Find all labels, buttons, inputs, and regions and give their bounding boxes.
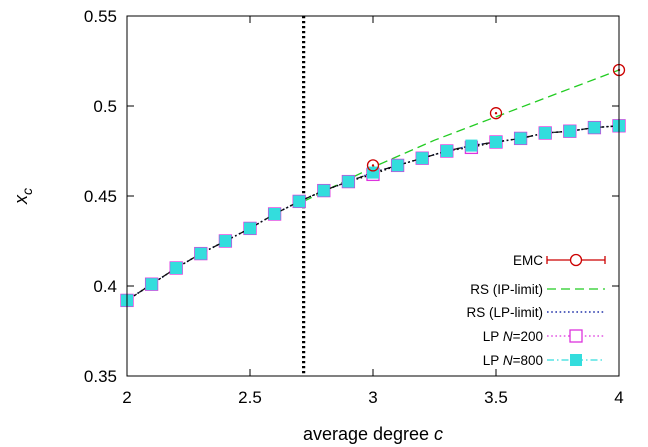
lp-n800-point xyxy=(490,136,502,148)
legend-item-rs-ip-limit: RS (IP-limit) xyxy=(470,282,605,297)
lp-n800-point xyxy=(268,208,281,220)
y-axis-label: xc xyxy=(11,188,35,205)
series-line-rs-ip-limit xyxy=(303,69,620,202)
legend-swatch-marker-emc xyxy=(569,253,583,267)
x-tick-label: 3 xyxy=(368,388,377,407)
legend-item-lp-n-200: LP N=200 xyxy=(483,329,605,344)
x-tick-label: 2 xyxy=(122,388,131,407)
lp-n800-point xyxy=(514,132,527,145)
y-tick-label: 0.4 xyxy=(93,277,117,296)
legend-label-emc: EMC xyxy=(513,253,543,268)
lp-n800-point xyxy=(194,247,207,260)
legend-item-rs-lp-limit: RS (LP-limit) xyxy=(467,305,605,320)
x-axis-label: average degree c xyxy=(303,424,443,444)
legend-label-lp-n-200: LP N=200 xyxy=(483,329,543,344)
legend-item-lp-n-800: LP N=800 xyxy=(483,353,605,368)
plot-marks xyxy=(120,16,626,376)
y-tick-label: 0.55 xyxy=(84,7,117,26)
legend-item-emc: EMC xyxy=(513,253,606,268)
lp-n800-point xyxy=(465,139,478,152)
lp-n800-point xyxy=(244,222,256,235)
lp-n800-point xyxy=(563,125,576,138)
emc-point-circle xyxy=(489,107,503,120)
lp-n800-point xyxy=(440,145,453,157)
legend-label-lp-n-800: LP N=800 xyxy=(483,353,543,368)
lp-n800-point xyxy=(588,121,601,134)
series-line-lp-n-200 xyxy=(126,125,620,301)
lp-n800-point xyxy=(342,175,355,188)
x-tick-label: 4 xyxy=(614,388,623,407)
series-line-lp-n-800 xyxy=(126,125,620,301)
emc-point-circle xyxy=(366,159,380,172)
lp-n800-point xyxy=(416,152,429,165)
x-tick-label: 2.5 xyxy=(238,388,262,407)
series-line-rs-lp-limit xyxy=(126,125,620,302)
lp-n800-point xyxy=(219,235,232,247)
legend-label-rs-ip-limit: RS (IP-limit) xyxy=(470,282,543,297)
plot-frame xyxy=(126,15,620,377)
y-tick-label: 0.5 xyxy=(93,97,117,116)
axis-ticks: 2 2.5 3 3.5 4 0.35 0.4 0.45 0.5 0.55 xyxy=(84,7,624,407)
legend: EMC RS (IP-limit) RS (LP-limit) LP N=200 LP … xyxy=(467,253,606,368)
y-tick-label: 0.45 xyxy=(84,187,117,206)
lp-n800-point xyxy=(317,184,330,197)
legend-label-rs-lp-limit: RS (LP-limit) xyxy=(467,305,544,320)
legend-swatch-marker-lp-n-800 xyxy=(570,354,582,366)
emc-point-center xyxy=(371,164,375,167)
legend-swatch-marker-lp-n-200 xyxy=(569,329,583,343)
y-tick-label: 0.35 xyxy=(84,367,117,386)
lp-n800-point xyxy=(170,262,183,274)
lp-n800-point xyxy=(145,278,158,291)
lp-n800-point xyxy=(391,159,404,172)
lp-n800-point xyxy=(539,127,552,139)
x-tick-label: 3.5 xyxy=(484,388,508,407)
emc-point-center xyxy=(494,112,498,115)
lp-n800-point xyxy=(293,195,306,208)
